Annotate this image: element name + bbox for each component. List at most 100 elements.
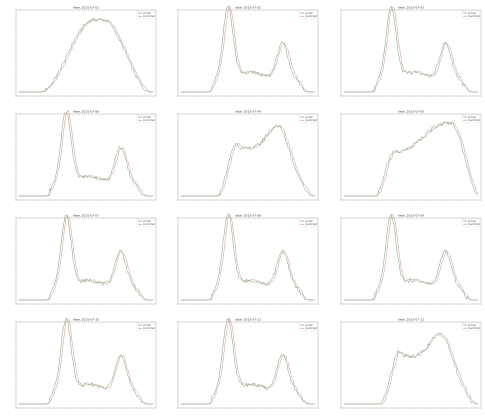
- chart-title: date: 2015-07-01: [73, 6, 99, 10]
- series-line-predicted: [343, 121, 479, 197]
- legend-box: [298, 10, 317, 19]
- series-line-predicted: [18, 318, 154, 405]
- plot-frame: [15, 9, 157, 97]
- legend-label: predicted: [468, 14, 480, 18]
- plot-frame: [340, 217, 482, 305]
- chart-title: date: 2015-07-07: [73, 214, 99, 218]
- chart-panel: date: 2015-07-11 actual predicted: [168, 316, 322, 414]
- chart-title: date: 2015-07-03: [398, 6, 424, 10]
- chart-panel: date: 2015-07-10 actual predicted: [6, 316, 160, 414]
- legend-box: [461, 322, 480, 331]
- legend-box: [461, 10, 480, 19]
- series-line-actual: [343, 121, 479, 197]
- chart-title: date: 2015-07-10: [73, 318, 99, 322]
- legend-label: actual: [305, 115, 313, 119]
- plot-frame: [340, 321, 482, 409]
- series-line-predicted: [343, 213, 479, 301]
- series-line-actual: [18, 111, 154, 197]
- series-line-actual: [180, 317, 316, 405]
- legend-label: predicted: [305, 222, 317, 226]
- chart-panel: date: 2015-07-08 actual predicted: [168, 212, 322, 310]
- chart-title: date: 2015-07-09: [398, 214, 424, 218]
- legend-label: actual: [468, 219, 476, 223]
- legend-label: predicted: [468, 118, 480, 122]
- legend-label: actual: [143, 115, 151, 119]
- chart-title: date: 2015-07-11: [235, 318, 261, 322]
- legend-box: [298, 114, 317, 123]
- plot-frame: [177, 113, 319, 201]
- series-line-predicted: [18, 18, 154, 93]
- series-line-actual: [180, 212, 316, 301]
- series-line-predicted: [18, 215, 154, 301]
- series-line-actual: [18, 214, 154, 301]
- legend-label: actual: [305, 219, 313, 223]
- series-line-actual: [180, 5, 316, 93]
- plot-frame: [177, 321, 319, 409]
- legend-label: predicted: [305, 14, 317, 18]
- chart-title: date: 2015-07-08: [235, 214, 261, 218]
- plot-frame: [340, 113, 482, 201]
- legend-box: [298, 218, 317, 227]
- series-line-predicted: [180, 124, 316, 197]
- legend-box: [136, 114, 155, 123]
- series-line-actual: [343, 213, 479, 301]
- series-line-predicted: [180, 5, 316, 93]
- chart-panel: date: 2015-07-07 actual predicted: [6, 212, 160, 310]
- chart-title: date: 2015-07-04: [235, 110, 261, 114]
- legend-label: actual: [143, 323, 151, 327]
- legend-box: [298, 322, 317, 331]
- legend-box: [461, 218, 480, 227]
- plot-frame: [177, 217, 319, 305]
- chart-title: date: 2015-07-05: [398, 110, 424, 114]
- chart-panel: date: 2015-07-06 actual predicted: [6, 108, 160, 206]
- chart-title: date: 2015-07-02: [235, 6, 261, 10]
- legend-label: actual: [468, 323, 476, 327]
- legend-label: predicted: [143, 326, 155, 330]
- chart-panel: date: 2015-07-09 actual predicted: [331, 212, 485, 310]
- series-line-predicted: [18, 109, 154, 197]
- series-line-predicted: [343, 332, 479, 405]
- legend-box: [136, 322, 155, 331]
- legend-label: predicted: [305, 326, 317, 330]
- series-line-actual: [18, 317, 154, 405]
- chart-panel: date: 2015-07-01 actual predicted: [6, 4, 160, 102]
- chart-panel: date: 2015-07-02 actual predicted: [168, 4, 322, 102]
- series-line-predicted: [343, 6, 479, 93]
- legend-label: predicted: [305, 118, 317, 122]
- series-line-actual: [18, 17, 154, 93]
- legend-label: predicted: [143, 222, 155, 226]
- legend-box: [136, 218, 155, 227]
- chart-panel: date: 2015-07-05 actual predicted: [331, 108, 485, 206]
- plot-frame: [340, 9, 482, 97]
- chart-panel: date: 2015-07-03 actual predicted: [331, 4, 485, 102]
- legend-label: actual: [468, 11, 476, 15]
- series-line-actual: [180, 124, 316, 197]
- legend-label: actual: [143, 219, 151, 223]
- legend-label: predicted: [143, 118, 155, 122]
- series-line-predicted: [180, 316, 316, 405]
- chart-panel: date: 2015-07-04 actual predicted: [168, 108, 322, 206]
